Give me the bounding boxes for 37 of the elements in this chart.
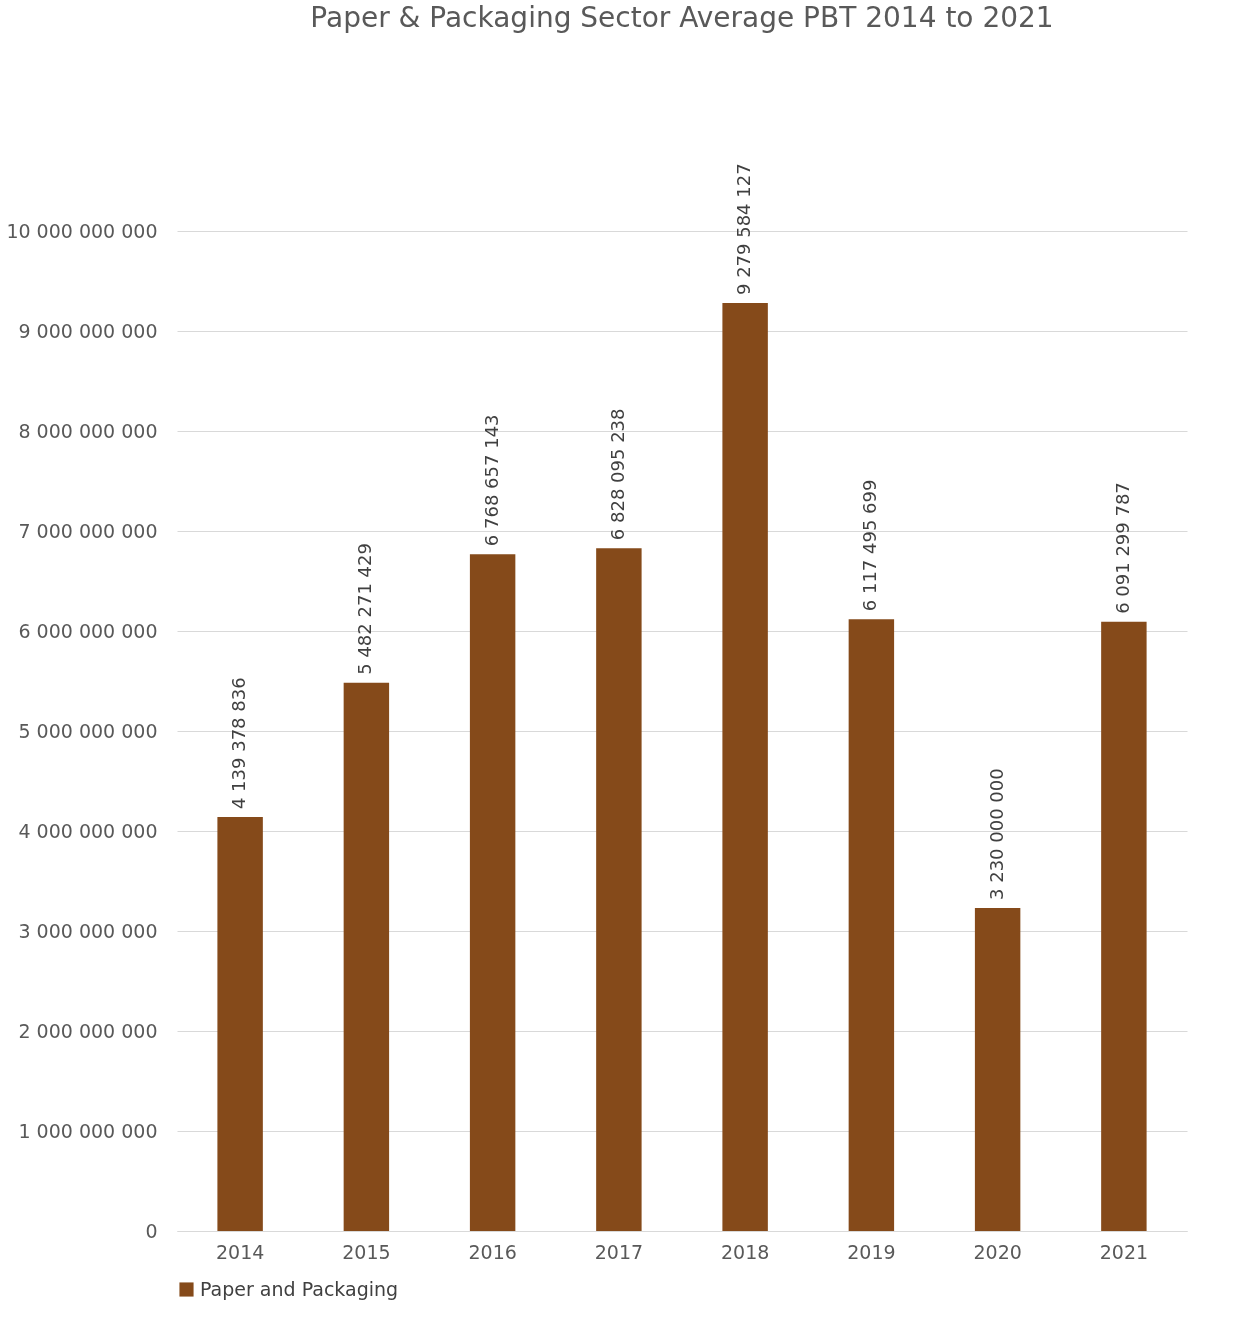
y-tick-label: 9 000 000 000 [18,319,158,342]
bar [343,682,390,1231]
bar [1101,621,1147,1231]
y-tick-label: 5 000 000 000 [18,719,158,742]
data-label: 6 091 299 787 [1111,482,1133,614]
y-tick-label: 8 000 000 000 [18,419,158,442]
chart-title: Paper & Packaging Sector Average PBT 2014 to 2021 [310,1,1054,35]
bar [596,548,642,1231]
y-tick-label: 7 000 000 000 [18,519,158,542]
y-tick-label: 1 000 000 000 [18,1119,158,1142]
y-tick-label: 2 000 000 000 [18,1019,158,1042]
data-label: 6 768 657 143 [480,414,502,547]
bar [469,554,516,1231]
bar [848,619,895,1231]
x-tick-label: 2019 [847,1240,896,1263]
x-tick-label: 2014 [215,1240,265,1263]
x-tick-label: 2018 [720,1240,770,1263]
x-tick-label: 2020 [973,1240,1022,1263]
bar [722,303,768,1231]
x-tick-label: 2016 [468,1240,517,1263]
y-tick-label: 10 000 000 000 [6,219,158,242]
data-label: 6 117 495 699 [859,479,881,612]
data-label: 4 139 378 836 [228,677,250,810]
x-tick-label: 2017 [594,1240,644,1263]
x-tick-label: 2021 [1099,1240,1149,1263]
y-tick-label: 0 [145,1219,158,1242]
data-label: 5 482 271 429 [354,543,376,675]
legend-label: Paper and Packaging [200,1277,399,1300]
data-label: 9 279 584 127 [733,163,755,296]
y-tick-label: 6 000 000 000 [18,619,158,642]
y-tick-label: 4 000 000 000 [18,819,158,842]
x-tick-label: 2015 [342,1240,391,1263]
data-label: 3 230 000 000 [985,768,1007,900]
bar [974,908,1021,1231]
y-tick-label: 3 000 000 000 [18,919,158,942]
bar [217,817,263,1231]
data-label: 6 828 095 238 [606,408,628,541]
